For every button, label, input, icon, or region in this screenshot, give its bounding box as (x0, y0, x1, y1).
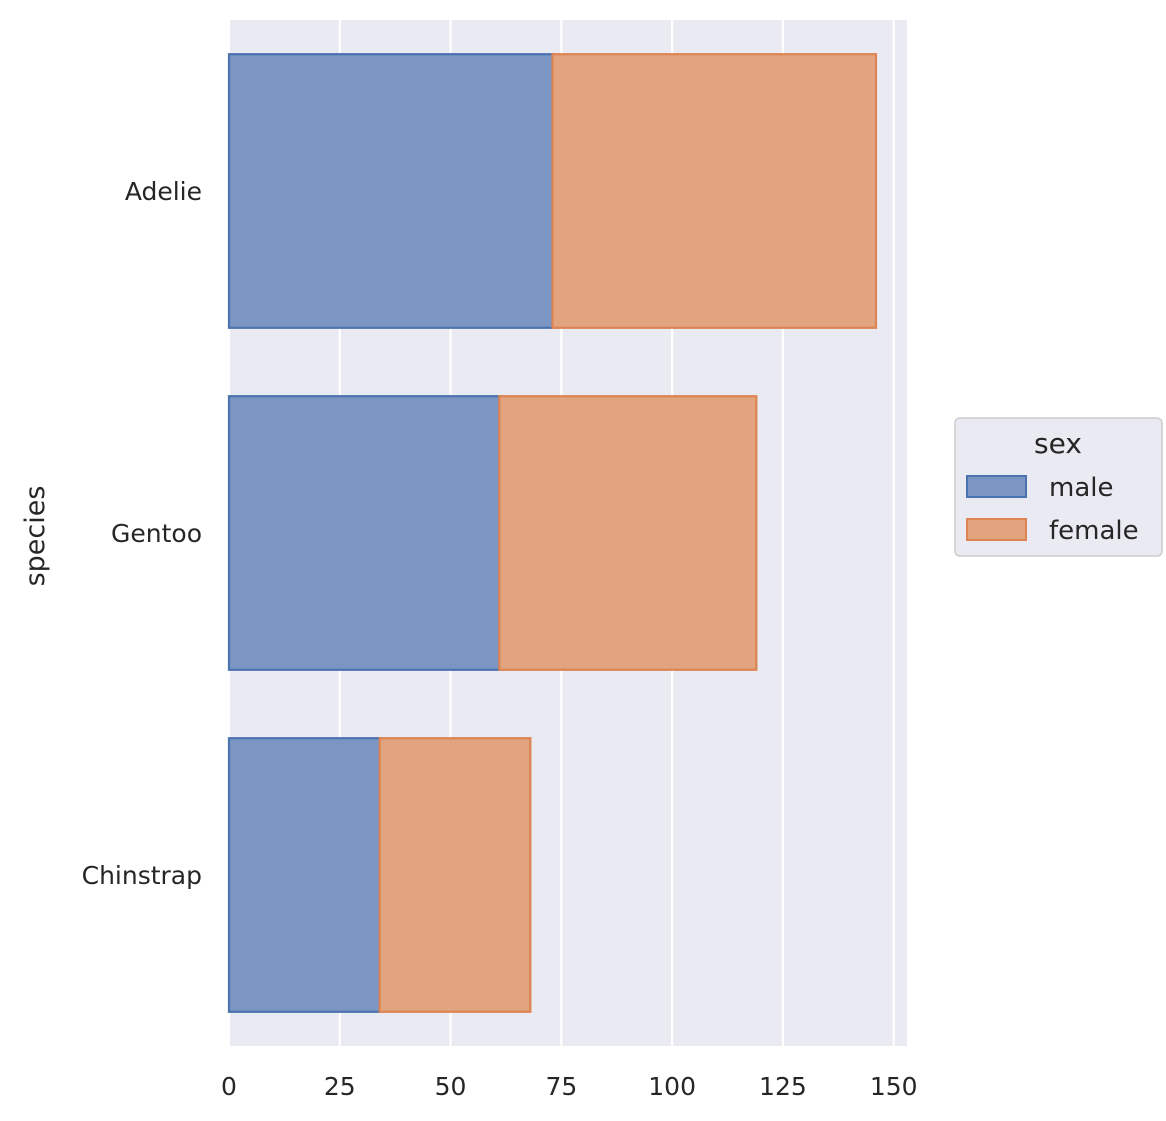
x-tick-label-6: 150 (870, 1072, 918, 1101)
bar-gentoo-female (498, 395, 758, 671)
bar-adelie-female (551, 53, 878, 329)
x-tick-label-0: 0 (221, 1072, 237, 1101)
bar-adelie-male (227, 53, 554, 329)
x-tick-label-4: 100 (648, 1072, 696, 1101)
legend-label-female: female (1049, 516, 1139, 546)
legend-title: sex (1034, 427, 1082, 460)
legend-swatch-female (966, 518, 1027, 541)
category-label-chinstrap: Chinstrap (82, 861, 202, 890)
legend-label-male: male (1049, 473, 1113, 503)
bars (227, 53, 878, 1013)
x-tick-label-1: 25 (324, 1072, 356, 1101)
x-tick-label-2: 50 (435, 1072, 467, 1101)
bar-chinstrap-male (227, 737, 381, 1013)
legend-swatch-male (966, 475, 1027, 498)
category-label-adelie: Adelie (125, 177, 202, 206)
y-category-labels: Adelie Gentoo Chinstrap (82, 177, 202, 890)
bar-chinstrap-female (378, 737, 532, 1013)
category-label-gentoo: Gentoo (111, 519, 202, 548)
x-tick-label-5: 125 (759, 1072, 807, 1101)
x-tick-labels: 0 25 50 75 100 125 150 (221, 1072, 918, 1101)
x-tick-label-3: 75 (545, 1072, 577, 1101)
y-axis-label: species (20, 486, 51, 587)
legend: sex male female (954, 417, 1163, 557)
bar-gentoo-male (227, 395, 501, 671)
